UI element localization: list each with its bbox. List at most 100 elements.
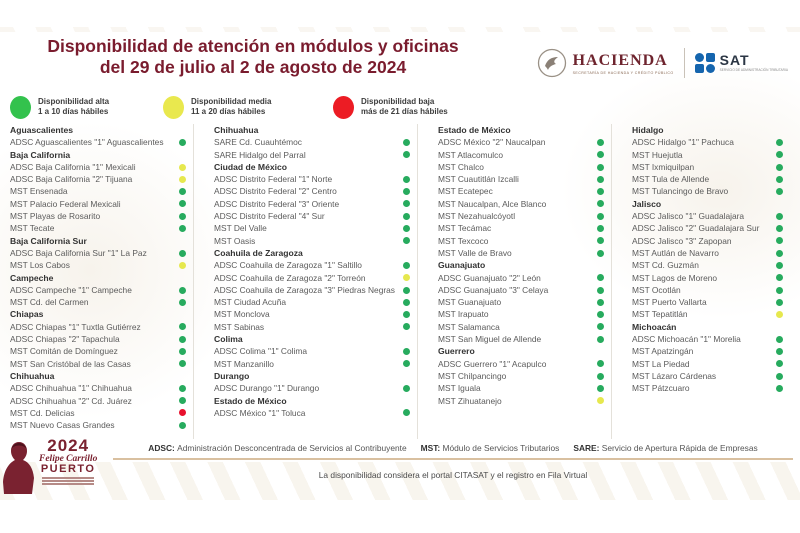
legend-label: Disponibilidad baja más de 21 días hábil…: [361, 97, 448, 117]
abbreviation: ADSC:: [148, 443, 178, 453]
availability-dot-alta: [403, 311, 410, 319]
legend-label-line2: 1 a 10 días hábiles: [38, 107, 109, 116]
legend-item-alta: Disponibilidad alta 1 a 10 días hábiles: [10, 92, 109, 122]
office-row: SARE Cd. Cuauhtémoc: [214, 136, 410, 148]
availability-dot-alta: [776, 151, 783, 159]
state-header: Chiapas: [10, 309, 44, 320]
availability-dot-alta: [597, 151, 604, 159]
office-row: MST Puerto Vallarta: [632, 296, 783, 308]
office-name: MST Los Cabos: [10, 260, 70, 271]
abbreviation-group: SARE: Servicio de Apertura Rápida de Emp…: [573, 443, 757, 453]
availability-dot-alta: [179, 200, 186, 208]
office-name: SARE Cd. Cuauhtémoc: [214, 137, 302, 148]
availability-dot-alta: [597, 372, 604, 380]
office-row: ADSC Hidalgo "1" Pachuca: [632, 136, 783, 148]
availability-dot-alta: [179, 298, 186, 306]
office-name: ADSC Baja California Sur "1" La Paz: [10, 247, 147, 258]
office-name: MST Cuautitlán Izcalli: [438, 174, 519, 185]
office-name: ADSC Michoacán "1" Morelia: [632, 334, 741, 345]
sat-subtitle: SERVICIO DE ADMINISTRACIÓN TRIBUTARIA: [719, 68, 788, 72]
office-row: MST Comitán de Domínguez: [10, 345, 186, 357]
state-header: Coahuila de Zaragoza: [214, 247, 303, 258]
office-row: MST Tula de Allende: [632, 173, 783, 185]
availability-dot-alta: [776, 138, 783, 146]
office-name: ADSC Distrito Federal "2" Centro: [214, 186, 337, 197]
office-name: MST Lázaro Cárdenas: [632, 370, 717, 381]
office-row: ADSC México "1" Toluca: [214, 407, 410, 419]
office-row: MST Ecatepec: [438, 185, 604, 197]
office-row: MST Oasis: [214, 235, 410, 247]
office-row: ADSC Baja California Sur "1" La Paz: [10, 247, 186, 259]
office-row: ADSC Campeche "1" Campeche: [10, 284, 186, 296]
office-row: MST Tecámac: [438, 222, 604, 234]
office-row: MST Del Valle: [214, 222, 410, 234]
office-name: MST Apatzingán: [632, 346, 694, 357]
state-header: Baja California: [10, 149, 71, 160]
office-name: MST Texcoco: [438, 235, 489, 246]
availability-dot-alta: [597, 163, 604, 171]
office-name: MST Huejutla: [632, 149, 683, 160]
office-row: MST Apatzingán: [632, 345, 783, 357]
availability-dot-alta: [403, 212, 410, 220]
availability-dot-alta: [776, 384, 783, 392]
office-name: ADSC Chiapas "2" Tapachula: [10, 334, 120, 345]
office-name: ADSC Coahuila de Zaragoza "2" Torreón: [214, 272, 366, 283]
office-row: MST Cd. Guzmán: [632, 259, 783, 271]
logo-divider: [683, 48, 685, 78]
legend-label-line2: más de 21 días hábiles: [361, 107, 448, 116]
office-row: MST Pátzcuaro: [632, 382, 783, 394]
campaign-fine-print: [42, 477, 95, 485]
red-dot-icon: [333, 95, 354, 119]
availability-dot-alta: [403, 298, 410, 306]
availability-dot-alta: [403, 360, 410, 368]
campaign-text: 2024 Felipe Carrillo PUERTO: [39, 436, 97, 486]
availability-dot-alta: [403, 138, 410, 146]
office-row: MST Guanajuato: [438, 296, 604, 308]
campaign-year: 2024: [47, 436, 90, 455]
office-name: MST Playas de Rosarito: [10, 211, 101, 222]
office-row: MST Atlacomulco: [438, 149, 604, 161]
office-name: ADSC Guerrero "1" Acapulco: [438, 358, 547, 369]
abbreviations-legend: ADSC: Administración Desconcentrada de S…: [113, 443, 793, 453]
state-header: Colima: [214, 334, 243, 345]
availability-dot-alta: [776, 347, 783, 355]
office-name: MST Chilpancingo: [438, 370, 507, 381]
state-header: Ciudad de México: [214, 161, 288, 172]
availability-dot-alta: [179, 249, 186, 257]
state-header: Durango: [214, 370, 250, 381]
office-name: MST Valle de Bravo: [438, 247, 512, 258]
office-row: ADSC Distrito Federal "2" Centro: [214, 185, 410, 197]
office-name: MST Lagos de Moreno: [632, 272, 718, 283]
office-row: MST Naucalpan, Alce Blanco: [438, 198, 604, 210]
availability-dot-alta: [403, 409, 410, 417]
availability-columns: Aguascalientes ADSC Aguascalientes "1" Ag…: [8, 124, 794, 439]
availability-dot-alta: [776, 188, 783, 196]
office-name: MST Atlacomulco: [438, 149, 504, 160]
availability-dot-alta: [776, 163, 783, 171]
office-row: MST Tecate: [10, 222, 186, 234]
legend-item-baja: Disponibilidad baja más de 21 días hábil…: [333, 92, 448, 122]
availability-dot-media: [776, 311, 783, 319]
office-name: MST Ciudad Acuña: [214, 297, 287, 308]
availability-dot-alta: [597, 286, 604, 294]
office-row: MST Lázaro Cárdenas: [632, 370, 783, 382]
office-name: MST Tula de Allende: [632, 174, 710, 185]
campaign-logo: 2024 Felipe Carrillo PUERTO: [2, 436, 97, 494]
legend-label-line1: Disponibilidad alta: [38, 97, 110, 106]
abbreviation-group: MST: Módulo de Servicios Tributarios: [421, 443, 560, 453]
office-name: ADSC Distrito Federal "3" Oriente: [214, 198, 340, 209]
availability-dot-alta: [597, 360, 604, 368]
office-name: MST Tepatitlán: [632, 309, 688, 320]
column-1: Aguascalientes ADSC Aguascalientes "1" Ag…: [8, 124, 194, 439]
office-row: MST Ixmiquilpan: [632, 161, 783, 173]
office-name: ADSC Distrito Federal "1" Norte: [214, 174, 333, 185]
state-header: Chihuahua: [10, 370, 55, 381]
abbreviation-description: Administración Desconcentrada de Servici…: [177, 443, 407, 453]
availability-dot-alta: [597, 225, 604, 233]
availability-dot-media: [403, 274, 410, 282]
state-header: Chihuahua: [214, 125, 259, 135]
availability-dot-media: [179, 261, 186, 269]
availability-dot-alta: [403, 286, 410, 294]
availability-dot-alta: [776, 212, 783, 220]
office-row: ADSC Coahuila de Zaragoza "3" Piedras Ne…: [214, 284, 410, 296]
